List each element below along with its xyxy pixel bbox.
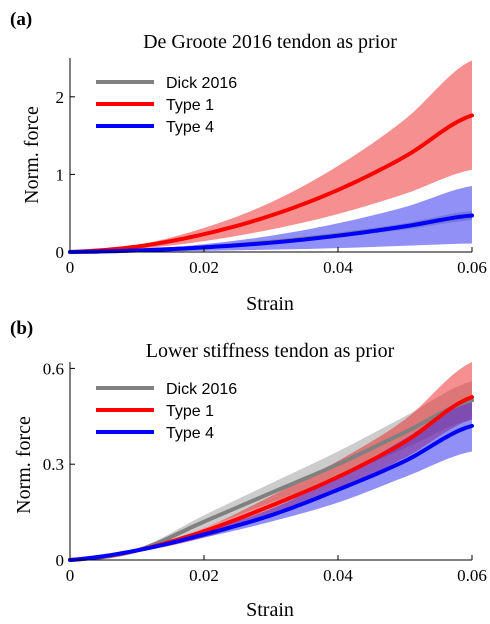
panel-a-ytick-label: 1 — [56, 165, 65, 184]
panel-b-xtick-label: 0 — [66, 566, 75, 585]
panel-a-legend: Dick 2016 Type 1 Type 4 — [96, 75, 237, 136]
panel-b-xtick-label: 0.04 — [323, 566, 353, 585]
panel-b-plot-area: 0 0.02 0.04 0.06 0 0.3 0.6 — [43, 359, 487, 585]
panel-b-xtick-label: 0.02 — [189, 566, 219, 585]
panel-a-legend-label-dick-2016: Dick 2016 — [166, 75, 237, 92]
panel-b-band-type-4 — [70, 397, 472, 560]
panel-a-ylabel: Norm. force — [21, 106, 43, 204]
panel-b-legend-label-type-1: Type 1 — [166, 403, 214, 420]
panel-a-xtick-label: 0.02 — [189, 258, 219, 277]
panel-b-ytick-label: 0.6 — [43, 359, 64, 378]
panel-a-xlabel: Strain — [246, 293, 294, 315]
panel-a-xtick-label: 0.06 — [457, 258, 487, 277]
panel-a-band-type-4 — [70, 186, 472, 252]
panel-a-legend-label-type-1: Type 1 — [166, 97, 214, 114]
panel-b-xtick-label: 0.06 — [457, 566, 487, 585]
panel-b-ylabel: Norm. force — [13, 416, 35, 514]
panel-a-label: (a) — [10, 9, 32, 30]
panel-b-legend: Dick 2016 Type 1 Type 4 — [96, 381, 237, 442]
panel-a-plot-area: 0 0.02 0.04 0.06 0 1 2 — [56, 58, 487, 277]
panel-b-label: (b) — [10, 318, 33, 339]
panel-b-legend-label-type-4: Type 4 — [166, 425, 214, 442]
panel-a-legend-label-type-4: Type 4 — [166, 119, 214, 136]
panel-b: (b) Lower stiffness tendon as prior 0 0.0… — [10, 318, 487, 621]
panel-a-band-type-1 — [70, 60, 472, 252]
panel-a-ytick-label: 2 — [56, 88, 65, 107]
panel-b-title: Lower stiffness tendon as prior — [146, 340, 395, 362]
panel-a-xtick-label: 0.04 — [323, 258, 353, 277]
panel-b-legend-label-dick-2016: Dick 2016 — [166, 381, 237, 398]
panel-b-ytick-label: 0 — [56, 551, 65, 570]
panel-a-xtick-label: 0 — [66, 258, 75, 277]
panel-a-title: De Groote 2016 tendon as prior — [143, 31, 397, 53]
panel-a: (a) De Groote 2016 tendon as prior 0 0.02… — [10, 9, 487, 315]
panel-a-line-type-4 — [68, 213, 474, 254]
panel-a-line-type-1 — [68, 113, 474, 254]
panel-b-xlabel: Strain — [246, 599, 294, 621]
panel-a-ytick-label: 0 — [56, 243, 65, 262]
panel-b-line-type-4 — [68, 423, 474, 562]
panel-b-ytick-label: 0.3 — [43, 455, 64, 474]
